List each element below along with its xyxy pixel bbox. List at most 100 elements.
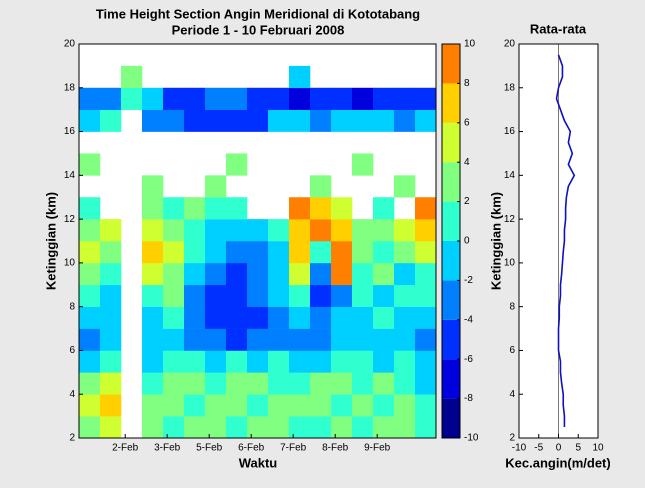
heat-cell <box>226 241 248 264</box>
heat-cell <box>268 87 290 110</box>
heat-cell <box>226 416 248 439</box>
heat-cell <box>79 306 101 329</box>
heat-cell <box>331 372 353 395</box>
heat-cell <box>184 284 206 307</box>
x-tick-label: 0 <box>556 443 562 454</box>
heat-cell <box>226 306 248 329</box>
heat-cell <box>184 394 206 417</box>
heat-cell <box>142 219 164 242</box>
heat-cell <box>100 394 122 417</box>
y-tick-label: 8 <box>509 301 515 312</box>
y-tick-label: 10 <box>504 258 516 269</box>
heat-cell <box>184 197 206 220</box>
heat-cell <box>310 197 332 220</box>
x-tick-label: 5-Feb <box>196 443 223 454</box>
heat-cell <box>289 65 311 89</box>
heat-cell <box>310 262 332 286</box>
heat-cell <box>394 262 416 286</box>
heat-cell <box>331 219 353 242</box>
heat-cell <box>100 306 122 329</box>
heat-cell <box>352 394 374 417</box>
heat-cell <box>310 328 332 351</box>
colorbar-swatch <box>442 319 460 360</box>
heat-cell <box>163 241 185 264</box>
heat-cell <box>415 284 437 307</box>
colorbar-label: 10 <box>464 39 476 50</box>
heat-cell <box>310 350 332 373</box>
colorbar-swatch <box>442 241 460 281</box>
y-tick-label: 4 <box>69 389 75 400</box>
heat-cell <box>394 241 416 264</box>
heat-cell <box>163 350 185 373</box>
heat-cell <box>100 87 122 110</box>
heat-cell <box>205 87 227 110</box>
heat-cell <box>289 284 311 307</box>
heat-cell <box>184 262 206 286</box>
heat-cell <box>310 241 332 264</box>
heat-cell <box>205 394 227 417</box>
heat-cell <box>373 394 395 417</box>
heat-cell <box>289 262 311 286</box>
profile-title: Rata-rata <box>530 21 587 36</box>
heat-cell <box>394 350 416 373</box>
heat-cell <box>289 109 311 132</box>
x-tick-label: 10 <box>592 443 604 454</box>
heat-cell <box>205 175 227 198</box>
heat-cell <box>142 284 164 307</box>
heat-cell <box>100 284 122 307</box>
x-tick-label: 3-Feb <box>154 443 181 454</box>
heat-cell <box>79 153 101 176</box>
heat-cell <box>226 109 248 132</box>
heat-cell <box>289 416 311 439</box>
heat-cell <box>142 372 164 395</box>
heat-cell <box>142 175 164 198</box>
heat-cell <box>352 416 374 439</box>
heat-cell <box>163 262 185 286</box>
heat-cell <box>226 372 248 395</box>
heat-cell <box>184 87 206 110</box>
colorbar-label: 6 <box>464 117 470 128</box>
axes-frame <box>78 43 437 439</box>
heat-cell <box>79 328 101 351</box>
colorbar-swatch <box>442 162 460 202</box>
heat-cell <box>142 109 164 132</box>
heat-cell <box>394 306 416 329</box>
heat-cell <box>205 306 227 329</box>
colorbar-swatch <box>442 201 460 241</box>
heat-cell <box>247 262 269 286</box>
y-tick-label: 14 <box>504 170 516 181</box>
heat-cell <box>163 219 185 242</box>
heat-cell <box>310 219 332 242</box>
chart-subtitle: Periode 1 - 10 Februari 2008 <box>172 22 345 37</box>
heat-cell <box>289 394 311 417</box>
heat-cell <box>163 372 185 395</box>
heat-cell <box>394 416 416 439</box>
heat-cell <box>331 350 353 373</box>
heat-cell <box>79 394 101 417</box>
heat-cell <box>100 109 122 132</box>
colorbar-label: 2 <box>464 196 470 207</box>
heat-cell <box>415 262 437 286</box>
heat-cell <box>331 394 353 417</box>
heat-cell <box>310 416 332 439</box>
x-tick-label: 6-Feb <box>238 443 265 454</box>
y-tick-label: 10 <box>64 258 76 269</box>
heat-cell <box>247 219 269 242</box>
heat-cell <box>79 350 101 373</box>
heat-cell <box>268 284 290 307</box>
heat-cell <box>142 87 164 110</box>
heat-cell <box>394 372 416 395</box>
heat-cell <box>100 241 122 264</box>
heat-cell <box>268 328 290 351</box>
heat-cell <box>79 372 101 395</box>
x-tick-label: 5 <box>575 443 581 454</box>
heat-cell <box>331 197 353 220</box>
y-tick-label: 16 <box>64 126 76 137</box>
heat-cell <box>184 109 206 132</box>
y-tick-label: 18 <box>64 82 76 93</box>
heat-cell <box>205 197 227 220</box>
heat-cell <box>100 328 122 351</box>
heat-cell <box>394 219 416 242</box>
heat-cell <box>352 241 374 264</box>
heat-cell <box>184 350 206 373</box>
